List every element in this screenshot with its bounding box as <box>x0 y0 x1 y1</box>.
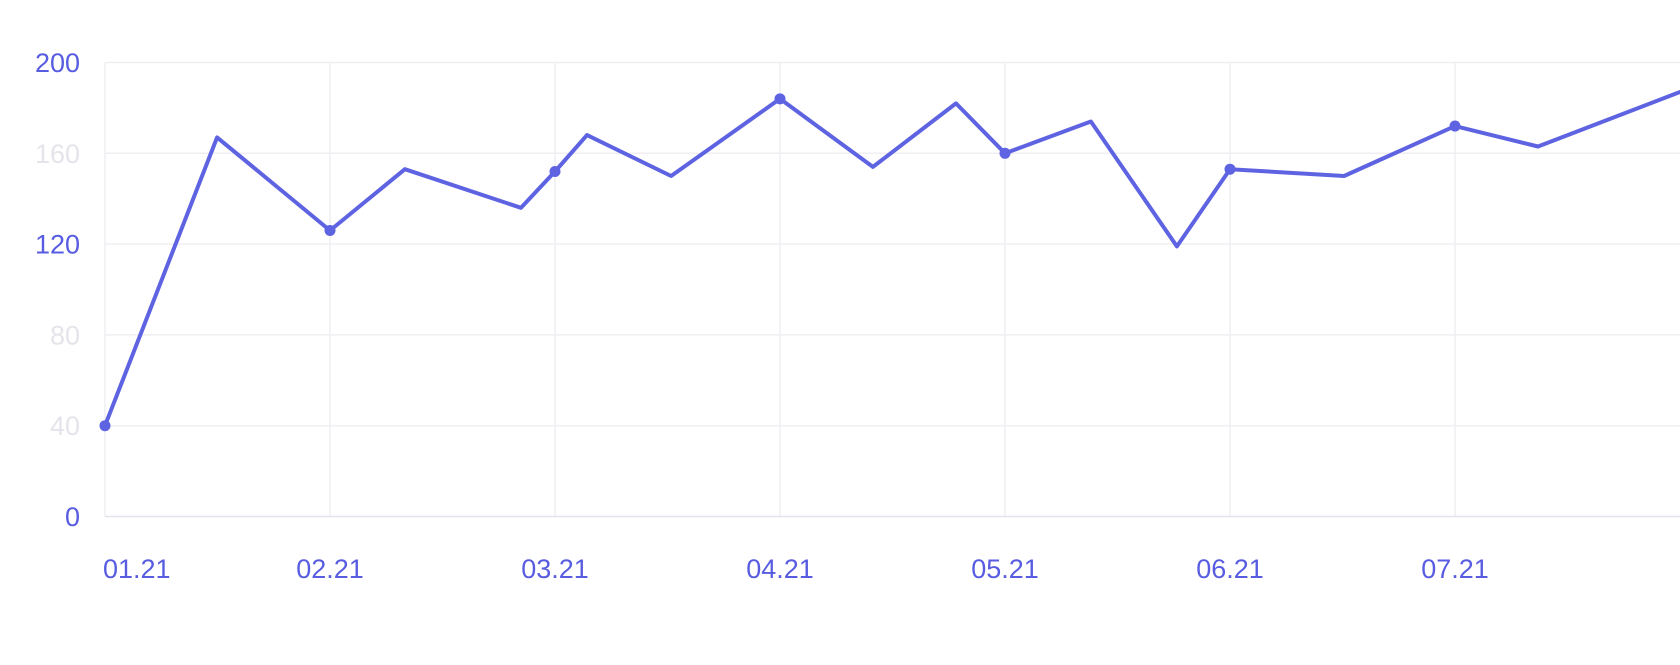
data-point-marker[interactable] <box>324 224 336 236</box>
x-tick-label: 06.21 <box>1196 554 1264 584</box>
y-tick-label: 0 <box>65 502 80 532</box>
x-tick-label: 02.21 <box>296 554 364 584</box>
y-tick-label: 80 <box>50 320 80 350</box>
data-point-marker[interactable] <box>774 93 786 105</box>
data-point-marker[interactable] <box>999 147 1011 159</box>
y-tick-label: 40 <box>50 411 80 441</box>
x-tick-label: 01.21 <box>103 554 171 584</box>
x-axis-tick-labels: 01.21 02.21 03.21 04.21 05.21 06.21 07.21 <box>103 554 1489 584</box>
data-point-marker[interactable] <box>1449 120 1461 132</box>
vertical-gridlines <box>104 62 1456 517</box>
y-tick-label: 200 <box>35 48 80 78</box>
y-tick-label: 160 <box>35 139 80 169</box>
y-tick-label: 120 <box>35 230 80 260</box>
x-tick-label: 03.21 <box>521 554 589 584</box>
x-tick-label: 05.21 <box>971 554 1039 584</box>
data-point-marker[interactable] <box>99 420 111 432</box>
x-tick-label: 07.21 <box>1421 554 1489 584</box>
y-axis-tick-labels: 200 160 120 80 40 0 <box>35 48 80 532</box>
series-line <box>103 90 1680 428</box>
data-point-marker[interactable] <box>549 165 561 177</box>
x-tick-label: 04.21 <box>746 554 814 584</box>
series-markers <box>99 93 1461 432</box>
data-point-marker[interactable] <box>1224 163 1236 175</box>
